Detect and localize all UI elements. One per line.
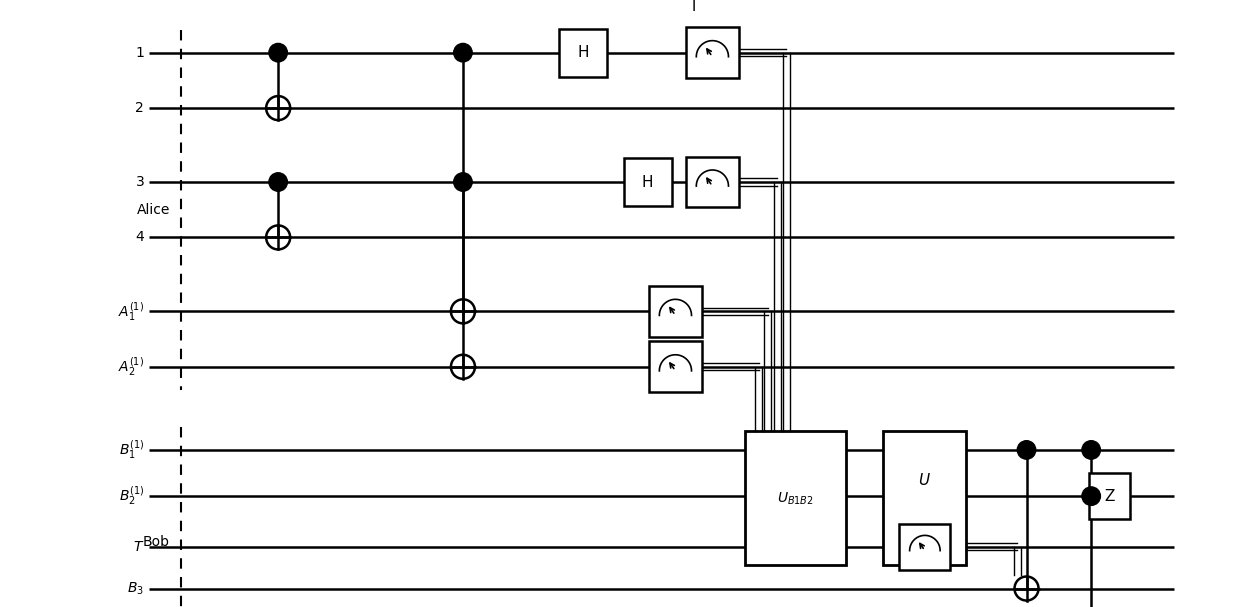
Bar xyxy=(1089,473,1131,519)
Text: $U$: $U$ xyxy=(919,472,931,488)
Text: H: H xyxy=(642,174,653,189)
Text: $A_2^{(1)}$: $A_2^{(1)}$ xyxy=(118,356,144,378)
Text: $B_3$: $B_3$ xyxy=(128,580,144,597)
Circle shape xyxy=(454,173,472,191)
Bar xyxy=(649,341,702,392)
Circle shape xyxy=(269,44,288,62)
Text: Bob: Bob xyxy=(143,535,170,549)
Text: l: l xyxy=(692,0,696,14)
Text: Z: Z xyxy=(1105,489,1115,504)
Text: 3: 3 xyxy=(135,175,144,189)
Circle shape xyxy=(1083,487,1100,506)
Text: 4: 4 xyxy=(135,231,144,245)
Bar xyxy=(624,158,672,206)
Bar xyxy=(686,27,739,78)
Text: $A_1^{(1)}$: $A_1^{(1)}$ xyxy=(118,300,144,322)
Circle shape xyxy=(269,173,288,191)
Bar xyxy=(883,432,966,566)
Text: H: H xyxy=(578,45,589,60)
Text: 1: 1 xyxy=(135,46,144,59)
Bar xyxy=(649,286,702,337)
Text: $T$: $T$ xyxy=(133,540,144,554)
Bar xyxy=(559,29,608,76)
Text: Alice: Alice xyxy=(136,203,170,217)
Text: $B_2^{(1)}$: $B_2^{(1)}$ xyxy=(119,485,144,507)
Bar xyxy=(686,157,739,208)
Bar xyxy=(899,524,950,570)
Text: $U_{B1B2}$: $U_{B1B2}$ xyxy=(777,490,813,507)
Circle shape xyxy=(454,44,472,62)
Circle shape xyxy=(1083,441,1100,459)
Text: 2: 2 xyxy=(135,101,144,115)
Bar xyxy=(745,432,847,566)
Text: $B_1^{(1)}$: $B_1^{(1)}$ xyxy=(119,439,144,461)
Circle shape xyxy=(1017,441,1035,459)
